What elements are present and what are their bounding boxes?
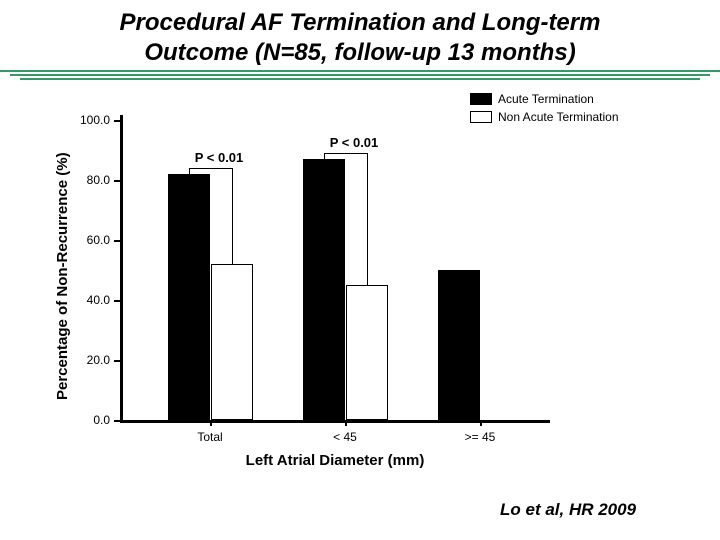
x-category-label: >= 45 <box>438 430 523 444</box>
p-connector <box>189 168 232 169</box>
y-tick <box>114 300 120 302</box>
y-tick <box>114 420 120 422</box>
p-value-label: P < 0.01 <box>297 135 412 150</box>
y-axis-label: Percentage of Non-Recurrence (%) <box>54 152 71 400</box>
citation: Lo et al, HR 2009 <box>500 500 636 520</box>
citation-text: Lo et al, HR 2009 <box>500 500 636 519</box>
legend: Acute Termination Non Acute Termination <box>470 92 619 128</box>
y-tick-label: 20.0 <box>87 353 110 367</box>
legend-item: Non Acute Termination <box>470 110 619 124</box>
p-drop <box>324 153 325 159</box>
legend-label: Acute Termination <box>498 92 594 106</box>
slide-root: { "title": { "line1": "Procedural AF Ter… <box>0 0 720 540</box>
y-tick-label: 60.0 <box>87 233 110 247</box>
p-drop <box>232 168 233 264</box>
y-tick-label: 40.0 <box>87 293 110 307</box>
legend-label: Non Acute Termination <box>498 110 619 124</box>
p-value-label: P < 0.01 <box>162 150 277 165</box>
p-drop <box>367 153 368 285</box>
y-axis-line <box>120 115 123 420</box>
y-tick <box>114 240 120 242</box>
y-tick <box>114 120 120 122</box>
x-axis-line <box>120 420 550 423</box>
bar <box>303 159 345 420</box>
p-drop <box>189 168 190 174</box>
x-category-label: Total <box>168 430 253 444</box>
y-tick-label: 80.0 <box>87 173 110 187</box>
bar <box>346 285 388 420</box>
bar <box>168 174 210 420</box>
bar-chart: 0.0 20.0 40.0 60.0 80.0 100.0 Percentage of No… <box>0 0 720 540</box>
y-tick-label: 100.0 <box>80 113 110 127</box>
legend-swatch <box>470 93 492 105</box>
x-tick <box>345 420 347 426</box>
bar <box>211 264 253 420</box>
x-tick <box>210 420 212 426</box>
legend-swatch <box>470 111 492 123</box>
p-connector <box>324 153 367 154</box>
x-category-label: < 45 <box>303 430 388 444</box>
legend-item: Acute Termination <box>470 92 619 106</box>
x-axis-label: Left Atrial Diameter (mm) <box>120 452 550 469</box>
y-tick <box>114 180 120 182</box>
bar <box>438 270 480 420</box>
y-tick-label: 0.0 <box>93 413 110 427</box>
y-tick <box>114 360 120 362</box>
x-tick <box>480 420 482 426</box>
